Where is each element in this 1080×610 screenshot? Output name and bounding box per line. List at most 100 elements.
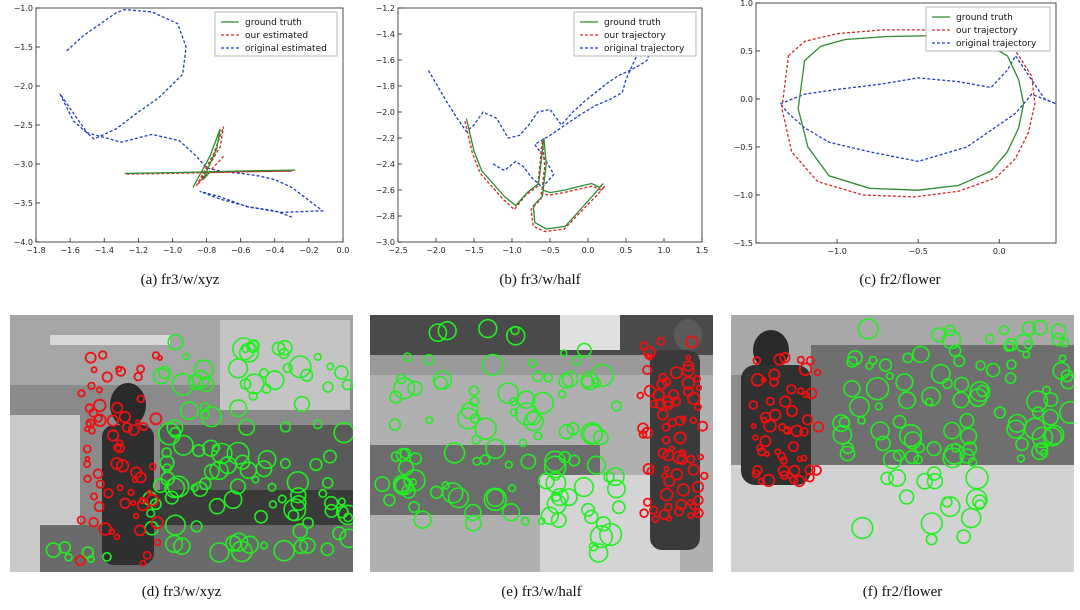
dynamic-feature-marker xyxy=(805,387,818,400)
x-tick-label: −0.8 xyxy=(197,246,216,255)
static-feature-marker xyxy=(423,353,435,366)
dynamic-feature-marker xyxy=(74,555,86,566)
static-feature-marker xyxy=(507,484,517,493)
static-feature-marker xyxy=(483,487,508,512)
dynamic-feature-marker xyxy=(804,472,815,483)
legend-box xyxy=(214,11,338,57)
plot-c-svg: −1.0 −0.5 0.0 1.0 0.5 0.0 −0.5 −1.0 −1.5 ground t… xyxy=(734,0,1057,256)
static-feature-marker xyxy=(279,458,291,469)
static-feature-marker xyxy=(443,442,466,464)
y-tick-label: 0.5 xyxy=(740,47,753,56)
legend-label: original estimated xyxy=(245,44,327,54)
dynamic-feature-marker xyxy=(765,396,775,406)
static-feature-marker xyxy=(1058,354,1067,363)
dynamic-feature-marker xyxy=(115,459,130,473)
static-feature-marker xyxy=(432,370,453,390)
photo-e-scene xyxy=(370,315,713,572)
static-feature-marker xyxy=(586,455,607,475)
static-feature-marker xyxy=(485,438,506,460)
static-feature-marker xyxy=(193,359,214,380)
dynamic-feature-marker xyxy=(667,417,677,428)
dynamic-feature-marker xyxy=(750,423,757,430)
dynamic-feature-marker xyxy=(118,410,132,424)
y-tick-label: −0.5 xyxy=(734,143,753,152)
legend-label: ground truth xyxy=(956,13,1013,23)
static-feature-marker xyxy=(509,408,519,417)
dynamic-feature-marker xyxy=(796,455,804,463)
dynamic-feature-marker xyxy=(84,351,97,364)
legend-box xyxy=(925,6,1051,52)
static-feature-marker xyxy=(64,553,73,562)
dynamic-feature-marker xyxy=(663,475,676,488)
static-feature-marker xyxy=(149,498,162,511)
static-feature-marker xyxy=(282,362,293,374)
dynamic-feature-marker xyxy=(804,464,816,476)
static-feature-marker xyxy=(152,367,170,385)
static-feature-marker xyxy=(857,318,880,340)
static-feature-marker xyxy=(599,522,623,547)
dynamic-feature-marker xyxy=(107,429,120,442)
dynamic-feature-marker xyxy=(665,515,673,522)
static-feature-marker xyxy=(874,402,883,411)
static-feature-marker xyxy=(1051,332,1065,347)
static-feature-marker xyxy=(912,345,930,364)
static-feature-marker xyxy=(273,539,295,562)
legend-label: our trajectory xyxy=(604,31,666,41)
y-tick-label: −2.6 xyxy=(376,186,395,195)
dynamic-feature-marker xyxy=(676,454,688,466)
dynamic-feature-marker xyxy=(752,464,763,476)
static-feature-marker xyxy=(234,454,251,470)
static-feature-marker xyxy=(333,422,353,444)
static-feature-marker xyxy=(169,426,181,439)
static-feature-marker xyxy=(341,378,353,391)
series-original-trajectory-line xyxy=(779,54,1057,163)
static-feature-marker xyxy=(1050,323,1067,340)
dynamic-feature-marker xyxy=(695,384,703,391)
dynamic-feature-marker xyxy=(664,502,673,512)
dynamic-feature-marker xyxy=(757,477,766,485)
y-tick-label: −3.0 xyxy=(376,238,395,247)
static-feature-marker xyxy=(526,410,542,426)
y-tick-label: −1.5 xyxy=(14,43,33,52)
dynamic-feature-marker xyxy=(131,476,139,483)
static-feature-marker xyxy=(251,475,260,484)
dynamic-feature-marker xyxy=(139,559,147,567)
static-feature-marker xyxy=(208,497,226,515)
dynamic-feature-marker xyxy=(798,362,813,376)
static-feature-marker xyxy=(229,532,249,552)
static-feature-marker xyxy=(413,510,432,529)
static-feature-marker xyxy=(916,472,934,490)
legend-label: original trajectory xyxy=(956,39,1037,49)
static-feature-marker xyxy=(1026,390,1049,413)
y-tick-label: −2.2 xyxy=(376,134,395,143)
static-feature-marker xyxy=(838,416,851,429)
static-feature-marker xyxy=(589,525,613,549)
dynamic-feature-marker xyxy=(668,445,675,452)
dynamic-feature-marker xyxy=(132,512,140,519)
legend-label: original trajectory xyxy=(604,44,685,54)
static-feature-marker xyxy=(1060,369,1074,383)
static-feature-marker xyxy=(959,427,978,445)
static-feature-marker xyxy=(229,478,246,495)
dynamic-feature-marker xyxy=(136,498,150,512)
static-feature-marker xyxy=(223,490,243,510)
dynamic-feature-marker xyxy=(755,444,764,452)
static-feature-marker xyxy=(326,362,335,371)
static-feature-marker xyxy=(399,447,412,460)
static-feature-marker xyxy=(238,418,256,436)
static-feature-marker xyxy=(561,370,579,388)
static-feature-marker xyxy=(179,401,199,421)
static-feature-marker xyxy=(520,516,530,526)
dynamic-feature-marker xyxy=(127,424,140,436)
dynamic-feature-marker xyxy=(693,374,701,383)
dynamic-feature-marker xyxy=(663,400,674,411)
static-feature-marker xyxy=(374,476,391,493)
dynamic-feature-marker xyxy=(759,435,772,448)
static-feature-marker xyxy=(832,424,853,445)
static-feature-marker xyxy=(472,456,482,466)
static-feature-marker xyxy=(967,457,978,467)
dynamic-feature-marker xyxy=(678,449,687,458)
static-feature-marker xyxy=(1044,424,1065,445)
static-feature-marker xyxy=(953,354,966,368)
dynamic-feature-marker xyxy=(642,364,653,376)
